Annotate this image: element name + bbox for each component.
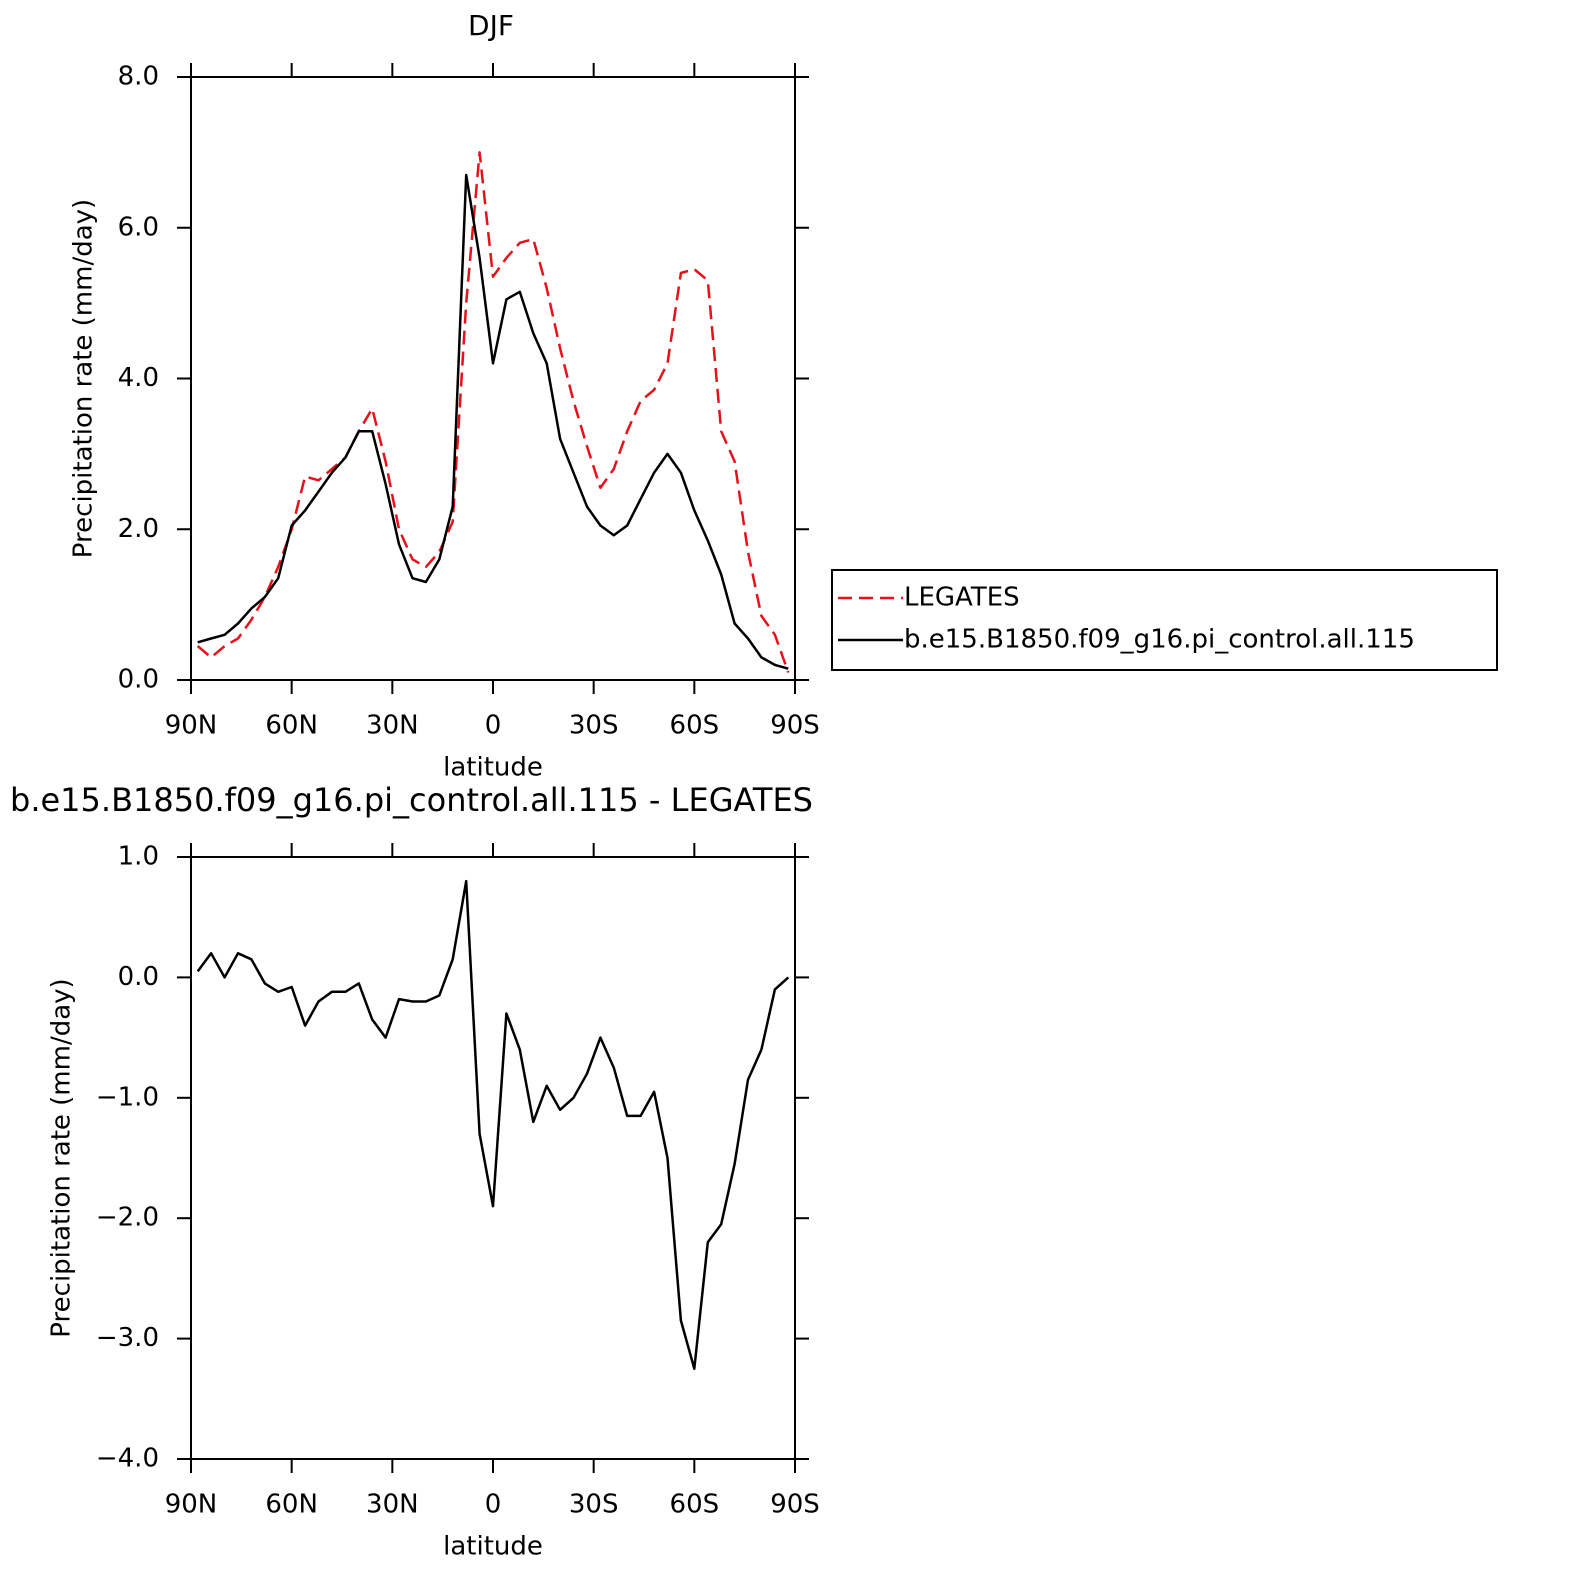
x-tick-label: 90S: [770, 711, 820, 741]
x-tick-label: 0: [485, 1490, 502, 1520]
x-tick-label: 30S: [569, 1490, 619, 1520]
x-tick-label: 0: [485, 711, 502, 741]
y-axis-label: Precipitation rate (mm/day): [69, 199, 99, 558]
chart-title: b.e15.B1850.f09_g16.pi_control.all.115 -…: [10, 781, 813, 819]
plot-frame: [190, 856, 796, 1460]
y-tick-label: 0.0: [118, 665, 159, 695]
y-tick-label: 6.0: [118, 212, 159, 242]
panel: b.e15.B1850.f09_g16.pi_control.all.115 -…: [10, 781, 820, 1562]
y-tick-label: −4.0: [96, 1444, 159, 1474]
x-tick-label: 30N: [366, 1490, 419, 1520]
y-tick-label: −2.0: [96, 1203, 159, 1233]
x-tick-label: 90N: [165, 1490, 218, 1520]
legend-label: LEGATES: [904, 583, 1020, 613]
y-tick-label: 1.0: [118, 842, 159, 872]
x-axis-label: latitude: [443, 1532, 543, 1562]
x-tick-label: 90N: [165, 711, 218, 741]
y-tick-label: −3.0: [96, 1323, 159, 1353]
y-tick-label: 8.0: [118, 62, 159, 92]
x-axis-label: latitude: [443, 753, 543, 783]
x-tick-label: 90S: [770, 1490, 820, 1520]
panel: DJF latitude Precipitation rate (mm/day) 90…: [69, 9, 1498, 783]
plot-frame: [190, 76, 796, 681]
data-line: [196, 151, 790, 673]
x-tick-label: 60N: [265, 1490, 318, 1520]
x-tick-label: 60S: [670, 711, 720, 741]
chart-title: DJF: [468, 9, 514, 42]
y-tick-label: −1.0: [96, 1082, 159, 1112]
data-line: [196, 879, 790, 1370]
x-tick-label: 60N: [265, 711, 318, 741]
legend-label: b.e15.B1850.f09_g16.pi_control.all.115: [904, 625, 1415, 655]
x-tick-label: 30S: [569, 711, 619, 741]
data-line: [197, 173, 789, 670]
legend-box: [831, 569, 1498, 671]
y-tick-label: 2.0: [118, 514, 159, 544]
y-axis-label: Precipitation rate (mm/day): [47, 978, 77, 1337]
x-tick-label: 30N: [366, 711, 419, 741]
y-tick-label: 0.0: [118, 962, 159, 992]
x-tick-label: 60S: [670, 1490, 720, 1520]
y-tick-label: 4.0: [118, 363, 159, 393]
